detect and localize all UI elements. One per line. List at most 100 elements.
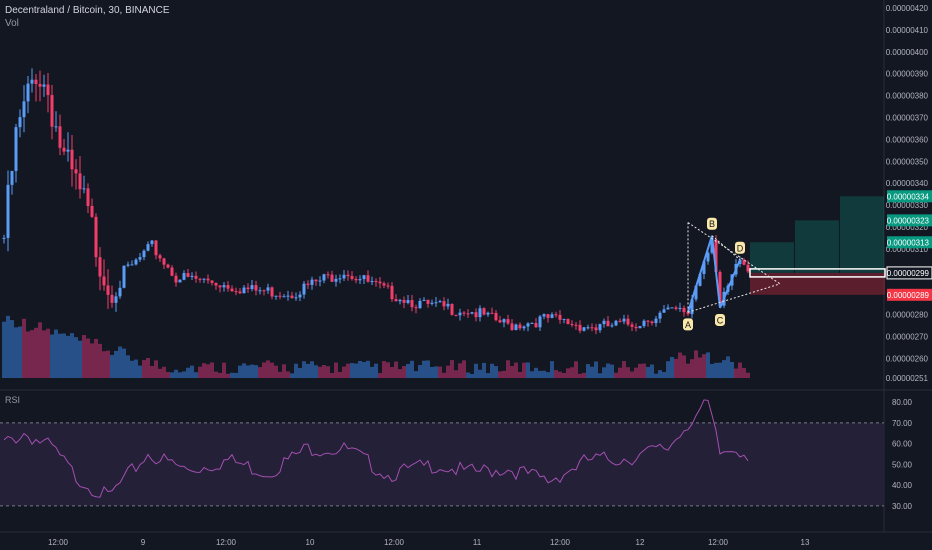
volume-bar: [18, 326, 22, 378]
volume-bar: [338, 372, 342, 378]
pattern-point-label: D: [737, 243, 744, 253]
volume-bar: [586, 364, 590, 378]
volume-bar: [58, 333, 62, 378]
price-tick-label: 0.00000330: [886, 201, 929, 210]
volume-bar: [486, 373, 490, 378]
volume-bar: [110, 354, 114, 378]
candle-body: [634, 326, 638, 329]
candle-body: [390, 285, 394, 300]
volume-bar: [674, 358, 678, 378]
volume-bar: [618, 367, 622, 378]
candle-body: [134, 259, 138, 265]
candle-body: [478, 308, 482, 318]
candle-body: [474, 312, 478, 318]
pattern-point-badge: [683, 318, 693, 331]
candle-body: [570, 324, 574, 326]
volume-bar: [242, 363, 246, 378]
volume-bar: [370, 366, 374, 378]
candle-body: [402, 299, 406, 303]
volume-bar: [726, 356, 730, 378]
volume-bar: [442, 372, 446, 378]
candle-body: [698, 274, 702, 286]
candle-body: [226, 285, 230, 289]
stop-zone: [750, 272, 885, 295]
candle-body: [426, 299, 430, 304]
volume-bar: [262, 362, 266, 378]
volume-bar: [506, 360, 510, 378]
volume-bar: [54, 329, 58, 378]
volume-bar: [634, 367, 638, 378]
volume-bar: [398, 369, 402, 378]
volume-bar: [498, 371, 502, 378]
time-tick-label: 9: [141, 538, 146, 547]
candle-body: [214, 282, 218, 286]
candle-body: [538, 316, 542, 328]
candle-body: [78, 173, 82, 190]
candle-body: [62, 147, 66, 152]
pattern-point-badge: [715, 313, 725, 326]
volume-bar: [222, 362, 226, 378]
candle-body: [658, 312, 662, 319]
candle-body: [274, 295, 278, 297]
volume-bar: [2, 321, 6, 378]
candle-body: [358, 279, 362, 281]
candle-body: [502, 319, 506, 323]
price-tick-label: 0.00000360: [886, 135, 929, 144]
candle-body: [566, 318, 570, 325]
volume-bar: [642, 363, 646, 378]
volume-bar: [282, 364, 286, 378]
candle-body: [170, 267, 174, 276]
time-tick-label: 13: [801, 538, 810, 547]
candle-body: [682, 307, 686, 313]
volume-bar: [114, 350, 118, 378]
volume-bar: [174, 369, 178, 378]
volume-bar: [78, 340, 82, 378]
candle-body: [330, 274, 334, 282]
symbol-title: Decentraland / Bitcoin, 30, BINANCE: [5, 5, 170, 16]
pattern-point-label: A: [685, 320, 691, 330]
volume-bar: [374, 363, 378, 378]
candle-body: [686, 312, 690, 315]
candle-body: [234, 291, 238, 293]
volume-bar: [542, 370, 546, 378]
time-tick-label: 10: [306, 538, 315, 547]
candle-body: [34, 79, 38, 84]
volume-bar: [286, 371, 290, 378]
candle-body: [282, 296, 286, 298]
volume-bar: [238, 365, 242, 378]
candle-body: [238, 291, 242, 294]
candle-body: [546, 314, 550, 318]
volume-bar: [646, 366, 650, 378]
candle-body: [246, 287, 250, 290]
volume-bar: [654, 373, 658, 378]
candle-body: [710, 239, 714, 253]
volume-bar: [578, 373, 582, 378]
volume-bar: [326, 366, 330, 378]
volume-bar: [358, 361, 362, 378]
volume-bar: [30, 330, 34, 378]
volume-bar: [178, 372, 182, 378]
price-tick-label: 0.00000310: [886, 245, 929, 254]
candle-body: [718, 271, 722, 306]
price-tick-label: 0.00000270: [886, 332, 929, 341]
candle-body: [610, 325, 614, 327]
candle-body: [350, 276, 354, 279]
candle-body: [602, 320, 606, 325]
candle-body: [86, 188, 90, 207]
price-tick-label: 0.00000410: [886, 26, 929, 35]
candle-body: [614, 320, 618, 326]
candle-body: [678, 307, 682, 310]
candle-body: [366, 275, 370, 282]
candle-body: [178, 279, 182, 283]
price-tick-label: 0.00000320: [886, 223, 929, 232]
volume-bar: [422, 360, 426, 378]
volume-bar: [26, 331, 30, 378]
rsi-pane: 80.00 70.00 60.00 50.00 40.00 30.00: [0, 398, 913, 511]
candle-body: [706, 252, 710, 262]
candle-body: [310, 279, 314, 285]
volume-bar: [590, 366, 594, 378]
candle-body: [294, 297, 298, 299]
volume-bar: [418, 365, 422, 378]
volume-bar: [310, 361, 314, 378]
